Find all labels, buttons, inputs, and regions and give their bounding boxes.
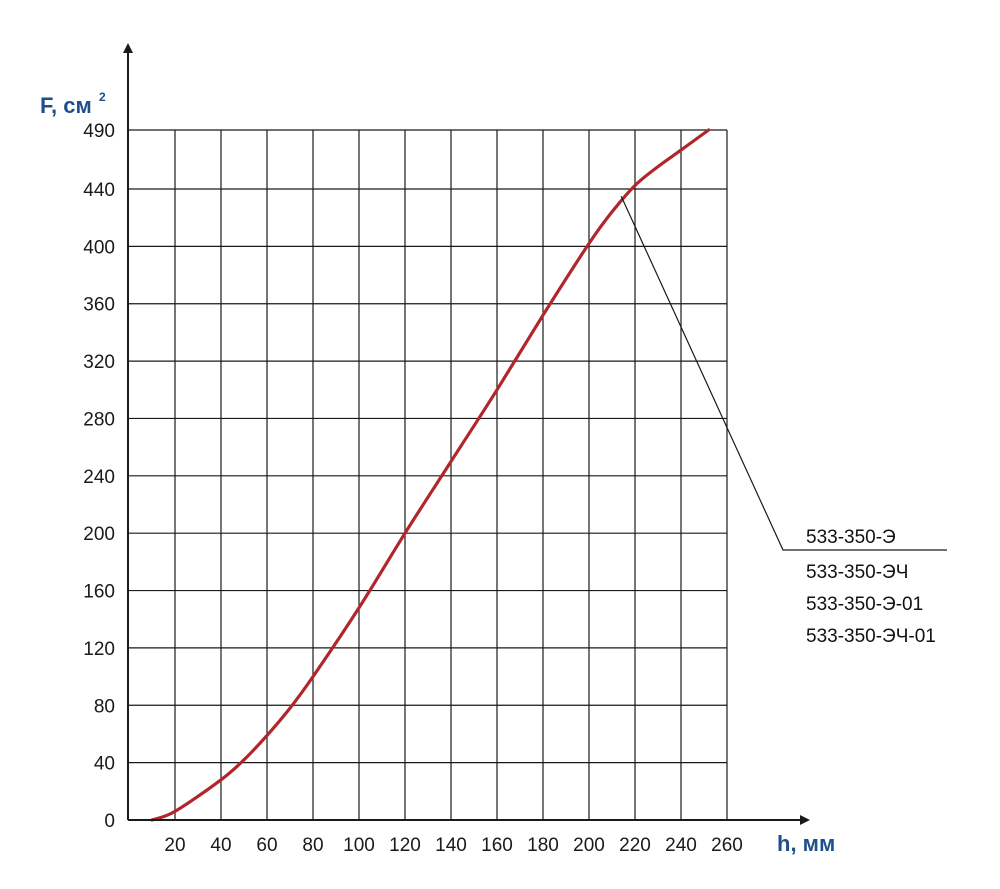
x-axis-title: h, мм — [777, 831, 835, 856]
x-tick-label-9: 200 — [573, 835, 605, 856]
y-tick-label-9: 360 — [83, 295, 115, 316]
x-tick-label-8: 180 — [527, 835, 559, 856]
x-tick-label-12: 260 — [711, 835, 743, 856]
y-tick-label-0: 0 — [104, 811, 115, 832]
y-tick-label-8: 320 — [83, 352, 115, 373]
legend-label-2: 533-350-ЭЧ — [806, 562, 908, 583]
series-line-0 — [150, 128, 711, 822]
y-tick-label-6: 240 — [83, 467, 115, 488]
tick-labels: 20 40 60 80 100 120 140 160 180 200 220 240 260 0 40 80… — [83, 121, 743, 856]
x-tick-label-10: 220 — [619, 835, 651, 856]
y-tick-label-10: 400 — [83, 237, 115, 258]
y-axis-title-superscript: 2 — [99, 90, 106, 104]
legend-label-1: 533-350-Э — [806, 527, 896, 548]
grid — [128, 129, 728, 820]
legend-label-3: 533-350-Э-01 — [806, 594, 923, 615]
legend-label-4: 533-350-ЭЧ-01 — [806, 626, 936, 647]
annotation-layer — [620, 195, 947, 551]
y-tick-label-2: 80 — [94, 696, 115, 717]
y-axis-title: F, см — [40, 93, 92, 118]
curve-layer — [150, 128, 711, 822]
annotation-leader-line — [620, 195, 947, 551]
x-tick-label-2: 60 — [256, 835, 277, 856]
x-tick-label-3: 80 — [302, 835, 323, 856]
x-tick-label-7: 160 — [481, 835, 513, 856]
y-tick-label-4: 160 — [83, 582, 115, 603]
y-tick-label-11: 440 — [83, 180, 115, 201]
y-tick-label-5: 200 — [83, 524, 115, 545]
x-tick-label-1: 40 — [210, 835, 231, 856]
y-tick-label-7: 280 — [83, 409, 115, 430]
x-tick-label-5: 120 — [389, 835, 421, 856]
x-tick-label-11: 240 — [665, 835, 697, 856]
x-tick-label-6: 140 — [435, 835, 467, 856]
y-tick-label-12: 490 — [83, 121, 115, 142]
y-tick-label-3: 120 — [83, 639, 115, 660]
x-tick-label-4: 100 — [343, 835, 375, 856]
y-tick-label-1: 40 — [94, 754, 115, 775]
x-tick-label-0: 20 — [164, 835, 185, 856]
